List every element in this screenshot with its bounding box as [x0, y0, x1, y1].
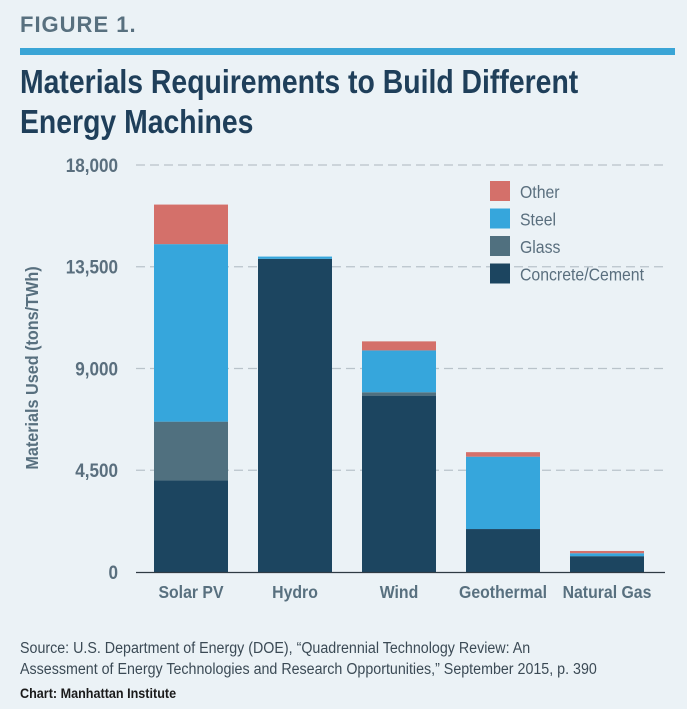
- bar-segment-steel: [570, 553, 644, 557]
- bar-segment-concrete-cement: [154, 480, 228, 572]
- bar-segment-concrete-cement: [258, 258, 332, 572]
- legend-item-steel: Steel: [490, 208, 556, 230]
- figure-label: FIGURE 1.: [20, 12, 137, 37]
- bar-segment-concrete-cement: [570, 556, 644, 572]
- legend: Other Steel Glass Concrete/Cement: [490, 181, 644, 285]
- bar-segment-other: [154, 204, 228, 245]
- bar-segment-steel: [258, 256, 332, 259]
- bar-stack-wind: [362, 341, 436, 572]
- y-tick-label: 13,500: [66, 257, 118, 278]
- bar-segment-steel: [154, 244, 228, 422]
- legend-label: Steel: [520, 210, 556, 230]
- chart-credit: Chart: Manhattan Institute: [20, 685, 177, 701]
- bar-segment-other: [362, 341, 436, 351]
- legend-swatch: [490, 263, 510, 284]
- bar-segment-concrete-cement: [466, 529, 540, 572]
- bar-segment-concrete-cement: [362, 395, 436, 572]
- bar-stack-geothermal: [466, 452, 540, 572]
- chart-title: Materials Requirements to Build Differen…: [20, 63, 579, 140]
- category-labels: Solar PV Hydro Wind Geothermal Natural Gas: [158, 582, 651, 602]
- category-label: Wind: [380, 582, 419, 602]
- legend-swatch: [490, 181, 510, 201]
- bar-segment-steel: [362, 350, 436, 393]
- bars: [154, 204, 644, 572]
- category-label: Solar PV: [158, 582, 224, 602]
- legend-swatch: [490, 208, 510, 229]
- source-line-1: Source: U.S. Department of Energy (DOE),…: [20, 640, 531, 657]
- legend-item-other: Other: [490, 181, 560, 202]
- bar-stack-natural-gas: [570, 550, 644, 572]
- y-tick-label: 4,500: [75, 460, 118, 481]
- category-label: Geothermal: [459, 582, 547, 602]
- bar-stack-solar-pv: [154, 204, 228, 572]
- title-rule: [20, 48, 675, 55]
- y-tick-label: 9,000: [75, 359, 118, 380]
- legend-item-glass: Glass: [490, 236, 560, 257]
- bar-segment-other: [570, 550, 644, 554]
- legend-swatch: [490, 236, 510, 256]
- y-tick-label: 18,000: [66, 155, 118, 176]
- bar-segment-steel: [466, 456, 540, 530]
- y-tick-label: 0: [108, 562, 118, 583]
- legend-item-concrete-cement: Concrete/Cement: [490, 263, 644, 285]
- source-note: Source: U.S. Department of Energy (DOE),…: [20, 638, 646, 680]
- source-line-2: Assessment of Energy Technologies and Re…: [20, 661, 597, 678]
- bar-segment-glass: [154, 421, 228, 481]
- legend-label: Other: [520, 182, 560, 202]
- category-label: Hydro: [272, 582, 318, 602]
- y-tick-labels: 0 4,500 9,000 13,500 18,000: [66, 155, 118, 583]
- bar-segment-glass: [362, 392, 436, 396]
- legend-label: Glass: [520, 237, 560, 257]
- legend-label: Concrete/Cement: [520, 265, 644, 285]
- bar-stack-hydro: [258, 256, 332, 572]
- y-axis-title: Materials Used (tons/TWh): [22, 266, 42, 469]
- category-label: Natural Gas: [563, 582, 652, 602]
- bar-segment-other: [466, 452, 540, 457]
